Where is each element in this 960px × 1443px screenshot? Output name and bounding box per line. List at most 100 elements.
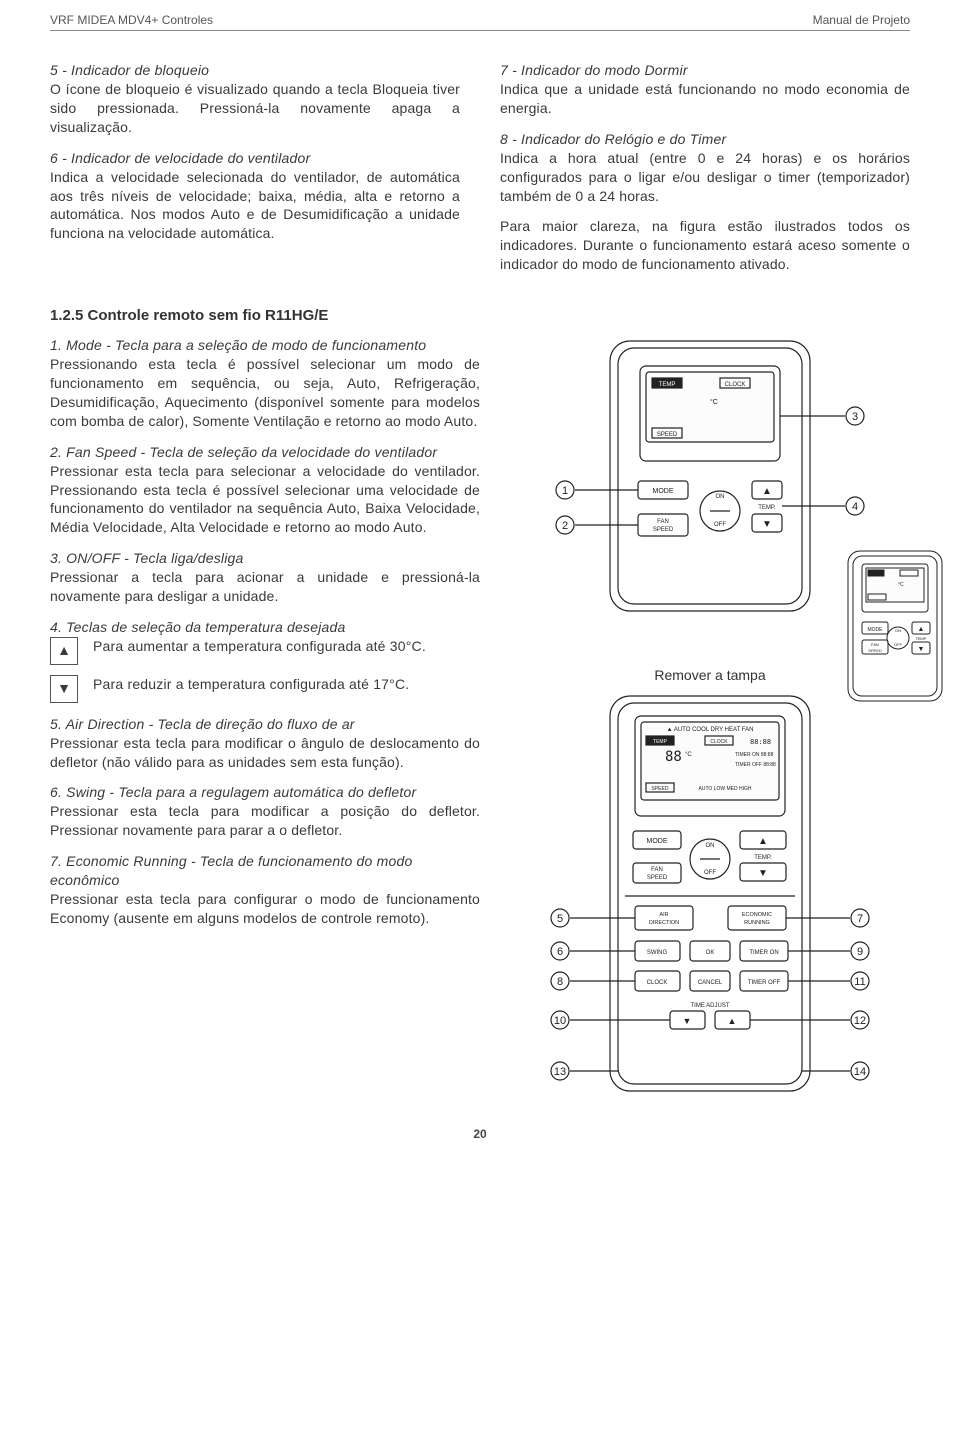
s5-title: 5 - Indicador de bloqueio [50,61,460,80]
svg-text:▼: ▼ [918,646,925,653]
remote-small-diagram: °C MODE FAN SPEED ON OFF ▲ TEMP. ▼ [840,546,950,706]
svg-text:88:88: 88:88 [750,738,771,746]
svg-text:5: 5 [557,913,563,925]
s5-body: O ícone de bloqueio é visualizado quando… [50,80,460,137]
svg-text:MODE: MODE [653,488,674,495]
s8-extra: Para maior clareza, na figura estão ilus… [500,217,910,274]
svg-text:RUNNING: RUNNING [744,920,770,926]
remote-open-diagram: ▲ AUTO COOL DRY HEAT FAN TEMP 88 °C CLOC… [510,691,910,1101]
svg-text:CLOCK: CLOCK [725,382,746,388]
svg-text:TIMER ON: TIMER ON [749,950,778,956]
top-right-col: 7 - Indicador do modo Dormir Indica que … [500,61,910,286]
s6-title: 6 - Indicador de velocidade do ventilado… [50,149,460,168]
svg-text:TIMER ON 88:88: TIMER ON 88:88 [735,752,774,758]
svg-text:ON: ON [716,494,725,500]
svg-text:TEMP: TEMP [659,382,676,388]
svg-text:AUTO LOW MED HIGH: AUTO LOW MED HIGH [699,786,752,792]
svg-text:8: 8 [557,976,563,988]
i6-body: Pressionar esta tecla para modificar a p… [50,802,480,840]
svg-text:TIMER OFF: TIMER OFF [748,980,781,986]
svg-text:3: 3 [852,411,858,423]
s6-body: Indica a velocidade selecionada do venti… [50,168,460,244]
svg-text:14: 14 [854,1066,866,1078]
i1-body: Pressionando esta tecla é possível selec… [50,355,480,431]
header-left: VRF MIDEA MDV4+ Controles [50,12,213,28]
i6-title: 6. Swing - Tecla para a regulagem automá… [50,783,480,802]
svg-text:FAN: FAN [657,519,669,525]
svg-text:TEMP: TEMP [653,739,668,745]
svg-text:▼: ▼ [683,1016,692,1026]
top-left-col: 5 - Indicador de bloqueio O ícone de blo… [50,61,460,286]
i4-down: Para reduzir a temperatura configurada a… [93,675,480,694]
svg-text:10: 10 [554,1015,566,1027]
svg-text:OK: OK [706,950,715,956]
svg-text:88: 88 [665,749,682,765]
svg-text:2: 2 [562,520,568,532]
svg-text:TEMP.: TEMP. [915,636,927,641]
svg-text:SPEED: SPEED [647,875,668,881]
svg-text:OFF: OFF [714,522,726,528]
svg-text:FAN: FAN [871,642,879,647]
i7-body: Pressionar esta tecla para configurar o … [50,890,480,928]
svg-text:4: 4 [852,501,858,513]
svg-text:SPEED: SPEED [657,432,678,438]
svg-text:TEMP.: TEMP. [754,855,772,861]
arrow-up-icon: ▲ [50,637,78,665]
svg-text:SPEED: SPEED [652,786,669,792]
i4-title: 4. Teclas de seleção da temperatura dese… [50,618,480,637]
svg-text:11: 11 [854,976,865,988]
svg-text:°C: °C [898,582,904,588]
svg-text:TEMP.: TEMP. [758,505,776,511]
i3-body: Pressionar a tecla para acionar a unidad… [50,568,480,606]
section-1-2-5: 1.2.5 Controle remoto sem fio R11HG/E [50,306,910,326]
svg-text:ON: ON [706,843,715,849]
svg-text:SPEED: SPEED [653,527,674,533]
svg-text:TIMER OFF 88:88: TIMER OFF 88:88 [735,762,776,768]
svg-text:SWING: SWING [647,950,668,956]
svg-text:9: 9 [857,946,863,958]
page-number: 20 [50,1126,910,1142]
svg-text:TIME ADJUST: TIME ADJUST [690,1003,729,1009]
i3-title: 3. ON/OFF - Tecla liga/desliga [50,549,480,568]
i7-title: 7. Economic Running - Tecla de funcionam… [50,852,480,890]
svg-text:▲ AUTO COOL DRY HEAT FAN: ▲ AUTO COOL DRY HEAT FAN [667,727,754,733]
svg-text:°C: °C [710,398,718,406]
svg-text:DIRECTION: DIRECTION [649,920,679,926]
svg-text:▼: ▼ [758,868,768,879]
i2-body: Pressionar esta tecla para selecionar a … [50,462,480,538]
svg-text:▲: ▲ [758,836,768,847]
s7-title: 7 - Indicador do modo Dormir [500,61,910,80]
svg-text:°C: °C [685,752,692,758]
s8-title: 8 - Indicador do Relógio e do Timer [500,130,910,149]
arrow-down-icon: ▼ [50,675,78,703]
svg-text:1: 1 [562,485,568,497]
i4-up: Para aumentar a temperatura configurada … [93,637,480,656]
page-header: VRF MIDEA MDV4+ Controles Manual de Proj… [50,12,910,31]
svg-text:CLOCK: CLOCK [710,739,728,745]
top-columns: 5 - Indicador de bloqueio O ícone de blo… [50,61,910,286]
svg-text:OFF: OFF [704,870,716,876]
svg-text:6: 6 [557,946,563,958]
svg-text:7: 7 [857,913,863,925]
svg-text:13: 13 [554,1066,566,1078]
svg-text:FAN: FAN [651,867,663,873]
svg-text:▲: ▲ [728,1016,737,1026]
main-columns: 1. Mode - Tecla para a seleção de modo d… [50,336,910,1101]
svg-text:▲: ▲ [918,626,925,633]
main-right: TEMP CLOCK °C SPEED MODE FAN SPEED ON OF… [510,336,910,1101]
svg-text:▼: ▼ [762,519,772,530]
svg-text:MODE: MODE [647,838,668,845]
svg-text:CANCEL: CANCEL [698,980,723,986]
svg-text:SPEED: SPEED [868,648,882,653]
main-left: 1. Mode - Tecla para a seleção de modo d… [50,336,480,1101]
i5-title: 5. Air Direction - Tecla de direção do f… [50,715,480,734]
svg-text:OFF: OFF [894,642,903,647]
svg-text:MODE: MODE [868,627,884,633]
svg-text:▲: ▲ [762,486,772,497]
svg-text:12: 12 [854,1015,866,1027]
svg-text:ECONOMIC: ECONOMIC [742,912,772,918]
s7-body: Indica que a unidade está funcionando no… [500,80,910,118]
i1-title: 1. Mode - Tecla para a seleção de modo d… [50,336,480,355]
s8-body: Indica a hora atual (entre 0 e 24 horas)… [500,149,910,206]
i2-title: 2. Fan Speed - Tecla de seleção da veloc… [50,443,480,462]
